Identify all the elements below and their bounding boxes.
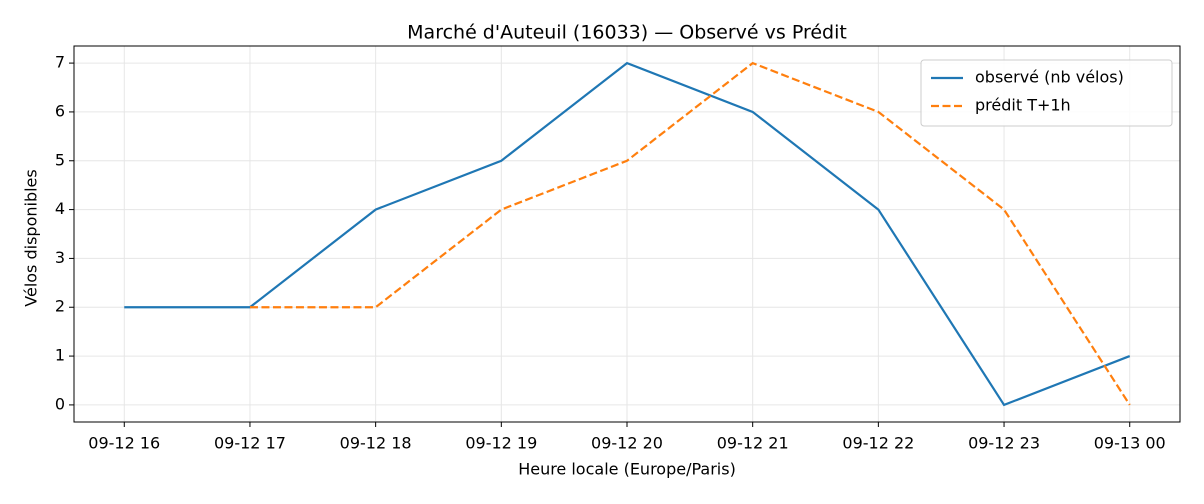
y-axis-label: Vélos disponibles [22, 169, 41, 306]
y-tick-label: 3 [55, 248, 65, 267]
x-tick-label: 09-12 21 [717, 434, 789, 453]
y-tick-label: 6 [55, 101, 65, 120]
y-tick-label: 4 [55, 199, 65, 218]
x-tick-label: 09-12 19 [465, 434, 537, 453]
x-tick-label: 09-12 23 [968, 434, 1040, 453]
legend-label: observé (nb vélos) [975, 68, 1124, 87]
series-line [249, 61, 1131, 406]
x-tick-label: 09-12 16 [88, 434, 160, 453]
x-tick-label: 09-12 22 [842, 434, 914, 453]
x-tick-label: 09-12 17 [214, 434, 286, 453]
y-tick-label: 5 [55, 150, 65, 169]
legend-label: prédit T+1h [975, 96, 1071, 115]
x-axis-label: Heure locale (Europe/Paris) [518, 460, 736, 479]
legend-box [920, 59, 1173, 127]
x-tick-label: 09-12 20 [591, 434, 663, 453]
y-tick-label: 0 [55, 394, 65, 413]
x-tick-label: 09-12 18 [340, 434, 412, 453]
y-tick-label: 1 [55, 346, 65, 365]
y-tick-label: 2 [55, 297, 65, 316]
series-line [124, 61, 1131, 407]
y-tick-label: 7 [55, 53, 65, 72]
plot-frame [73, 45, 1181, 423]
chart-title: Marché d'Auteuil (16033) — Observé vs Pr… [407, 22, 847, 44]
legend: observé (nb vélos) prédit T+1h [920, 59, 1173, 127]
x-tick-label: 09-13 00 [1094, 434, 1166, 453]
